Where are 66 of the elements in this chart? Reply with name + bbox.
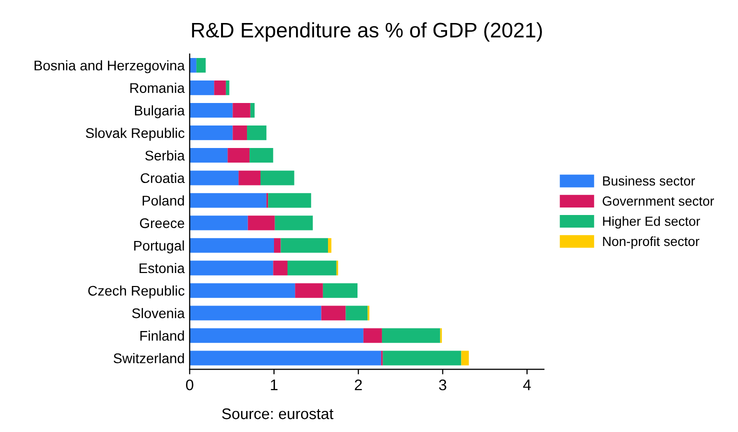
bar	[346, 306, 368, 320]
bar	[268, 193, 312, 208]
y-tick-label: Czech Republic	[88, 285, 184, 298]
bar	[274, 238, 281, 253]
bar	[190, 306, 322, 320]
y-tick-label: Croatia	[140, 172, 185, 184]
x-tick-label: 1	[270, 380, 278, 390]
legend-label: Business sector	[603, 176, 695, 186]
bar	[190, 102, 233, 118]
bar	[238, 170, 261, 186]
y-tick-label: Bosnia and Herzegovina	[34, 60, 185, 74]
bar	[190, 238, 274, 253]
y-tick-label: Romania	[130, 82, 185, 93]
bar	[321, 306, 346, 320]
bar	[250, 102, 255, 118]
bar	[328, 238, 332, 253]
y-tick-label: Poland	[142, 195, 184, 206]
bar	[273, 260, 288, 276]
bar	[274, 216, 313, 230]
y-tick-label: Slovenia	[132, 308, 185, 318]
bar	[190, 126, 233, 140]
bar	[226, 80, 230, 96]
bar	[461, 350, 469, 366]
bar	[260, 170, 294, 186]
legend-label: Government sector	[602, 196, 714, 206]
source-note: Source: eurostat	[222, 408, 334, 420]
x-tick-label: 2	[354, 379, 362, 390]
y-tick-label: Serbia	[145, 150, 185, 161]
bar	[190, 260, 274, 276]
bar	[190, 80, 214, 96]
y-tick-label: Greece	[140, 218, 184, 228]
y-tick-label: Finland	[140, 330, 184, 341]
y-tick-label: Slovak Republic	[86, 128, 184, 141]
bar	[382, 350, 462, 366]
x-tick-label: 3	[439, 379, 446, 390]
bar	[190, 328, 364, 343]
bar	[232, 102, 250, 118]
legend-label: Non-profit sector	[603, 236, 700, 249]
chart-title: R&D Expenditure as % of GDP (2021)	[192, 22, 542, 42]
y-tick-label: Estonia	[140, 262, 185, 274]
legend-label: Higher Ed sector	[603, 216, 700, 229]
bar	[228, 148, 250, 163]
bar	[288, 260, 336, 276]
bar	[322, 283, 358, 298]
x-tick-label: 4	[523, 380, 531, 390]
bar	[190, 283, 296, 298]
y-tick-label: Switzerland	[114, 353, 184, 364]
bar	[190, 350, 382, 366]
bar	[363, 328, 382, 343]
y-tick-label: Bulgaria	[134, 105, 185, 118]
bar	[250, 148, 274, 163]
bar	[190, 148, 228, 163]
bar	[190, 170, 239, 186]
bar	[247, 126, 266, 140]
bar	[248, 216, 275, 230]
bar	[190, 216, 248, 230]
bar	[232, 126, 248, 140]
bar	[196, 58, 206, 73]
y-tick-label: Portugal	[134, 240, 184, 254]
x-tick-label: 0	[186, 379, 194, 390]
bar	[382, 328, 440, 343]
bar	[190, 58, 196, 73]
bar	[214, 80, 226, 96]
bar	[280, 238, 328, 253]
bar	[190, 193, 266, 208]
bar	[295, 283, 323, 298]
